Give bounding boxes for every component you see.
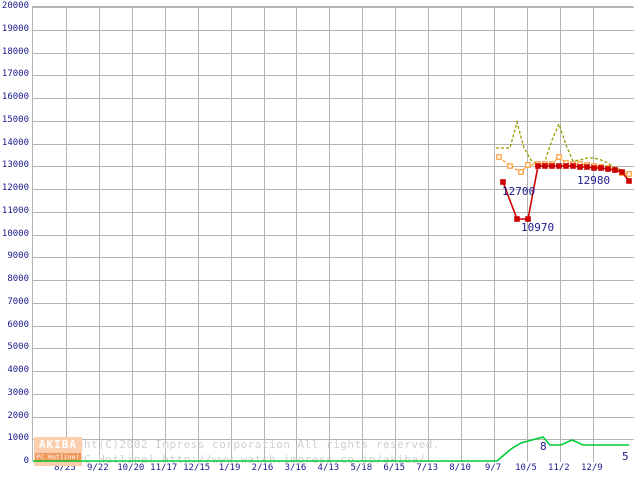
gridline-horizontal [33, 325, 634, 327]
gridline-horizontal [33, 29, 634, 31]
gridline-horizontal [33, 189, 634, 190]
gridline-horizontal [33, 234, 634, 236]
y-axis-tick-label: 1000 [7, 433, 29, 444]
data-value-label: 12700 [502, 185, 536, 198]
gridline-horizontal [33, 75, 634, 77]
y-axis-tick-label: 5000 [7, 342, 29, 353]
gridline-horizontal [33, 143, 634, 145]
y-axis-tick-label: 2000 [7, 410, 29, 421]
x-axis-tick-label: 1/19 [218, 463, 241, 473]
x-axis-tick-label: 10/5 [515, 463, 537, 473]
y-axis-tick-label: 18000 [1, 46, 29, 57]
gridline-horizontal [33, 166, 634, 168]
x-axis-tick-label: 7/13 [416, 463, 439, 473]
gridline-vertical [526, 7, 528, 462]
gridline-vertical [329, 7, 331, 462]
x-axis-tick-label: 12/15 [183, 463, 211, 473]
x-axis-tick-label: 6/15 [383, 463, 406, 473]
x-axis-tick-label: 9/7 [484, 463, 502, 473]
gridline-vertical [494, 7, 496, 462]
x-axis-tick-label: 12/9 [580, 463, 603, 473]
x-axis-tick-label: 3/16 [284, 463, 307, 473]
gridline-horizontal [33, 257, 634, 259]
gridline-vertical [428, 7, 430, 462]
data-value-label: 8 [540, 440, 547, 453]
gridline-horizontal [33, 302, 634, 304]
data-value-label: 5 [622, 450, 629, 463]
x-axis-tick-label: 4/13 [317, 463, 340, 473]
y-axis-tick-label: 20000 [1, 1, 29, 11]
gridline-vertical [98, 7, 100, 462]
y-axis-tick-label: 11000 [1, 205, 29, 216]
x-axis-tick-label: 11/17 [150, 463, 178, 473]
y-axis-tick-label: 13000 [1, 160, 29, 171]
gridline-vertical [362, 7, 364, 462]
data-value-label: 12980 [577, 174, 611, 187]
gridline-horizontal [33, 211, 634, 213]
x-axis-tick-label: 5/18 [350, 463, 373, 473]
plot-area [32, 6, 634, 462]
gridline-horizontal [33, 7, 634, 8]
x-axis-tick-label: 8/25 [54, 463, 76, 473]
gridline-horizontal [33, 98, 634, 99]
gridline-vertical [263, 7, 265, 462]
akiba-logo-title: AKIBA [38, 438, 78, 451]
gridline-horizontal [33, 52, 634, 54]
gridline-horizontal [33, 393, 634, 395]
y-axis-tick-label: 8000 [7, 274, 29, 284]
x-axis-tick-label: 10/20 [117, 463, 145, 473]
x-axis-tick-label: 2/16 [251, 463, 274, 473]
akiba-logo-subtitle: PC Hotline! [35, 453, 81, 462]
y-axis-tick-label: 19000 [1, 23, 29, 34]
watermark-url: AKIBA PC Hotline! http://www.watch.impre… [34, 453, 426, 466]
gridline-vertical [592, 7, 594, 462]
gridline-vertical [559, 7, 561, 462]
data-value-label: 10970 [521, 221, 555, 234]
gridline-horizontal [33, 120, 634, 122]
x-axis-tick-label: 8/10 [449, 463, 471, 473]
y-axis-tick-label: 0 [23, 456, 29, 466]
y-axis-tick-label: 10000 [1, 228, 29, 239]
gridline-vertical [461, 7, 463, 462]
x-axis-tick-label: 11/2 [548, 463, 570, 473]
gridline-vertical [230, 7, 232, 462]
akiba-logo: AKIBA PC Hotline! [34, 437, 82, 466]
y-axis-tick-label: 16000 [1, 92, 29, 102]
gridline-vertical [65, 7, 67, 462]
y-axis-tick-label: 6000 [7, 319, 29, 330]
y-axis-tick-label: 12000 [1, 183, 29, 193]
gridline-vertical [131, 7, 133, 462]
gridline-horizontal [33, 371, 634, 372]
y-axis-tick-label: 7000 [7, 296, 29, 307]
gridline-horizontal [33, 280, 634, 281]
y-axis-tick-label: 17000 [1, 69, 29, 80]
gridline-horizontal [33, 416, 634, 418]
gridline-vertical [164, 7, 166, 462]
y-axis-tick-label: 3000 [7, 387, 29, 398]
y-axis-tick-label: 15000 [1, 114, 29, 125]
gridline-vertical [395, 7, 397, 462]
gridline-vertical [197, 7, 199, 462]
x-axis-tick-label: 9/22 [87, 463, 109, 473]
gridline-vertical [296, 7, 298, 462]
y-axis-tick-label: 14000 [1, 137, 29, 148]
gridline-horizontal [33, 348, 634, 350]
y-axis-tick-label: 9000 [7, 251, 29, 262]
y-axis-tick-label: 4000 [7, 365, 29, 375]
